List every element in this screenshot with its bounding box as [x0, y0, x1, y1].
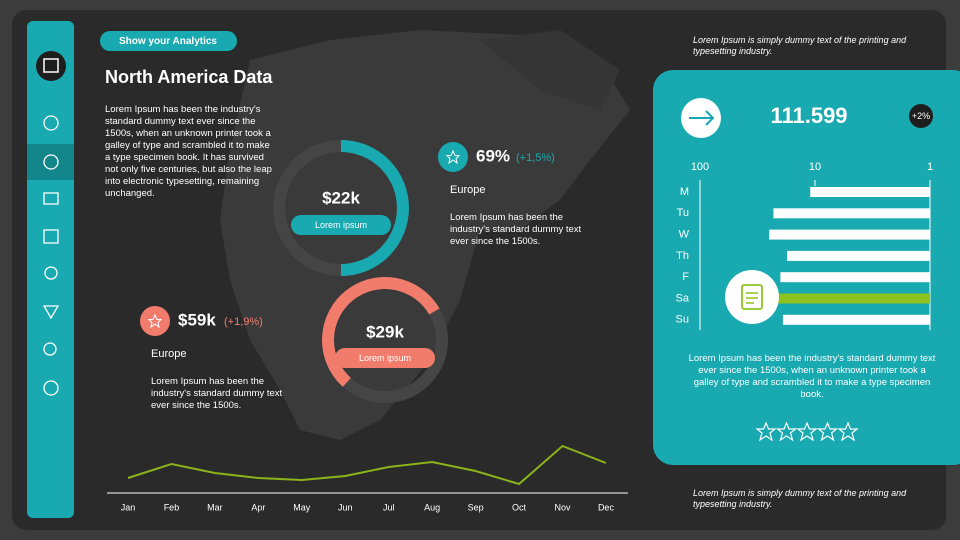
bar [782, 314, 930, 325]
bar [769, 229, 930, 240]
y-tick-label: M [680, 186, 689, 198]
donut-label: $29k [366, 322, 404, 341]
note-glyph [741, 284, 763, 310]
stat-text: Lorem Ipsum has been the industry's stan… [151, 376, 283, 411]
x-tick-label: 10 [809, 161, 821, 173]
donut-arc [340, 140, 409, 276]
stat-value: $59k [178, 310, 216, 329]
x-tick-label: 100 [691, 161, 709, 173]
x-tick-label: 1 [927, 161, 933, 173]
donut-button[interactable] [291, 215, 391, 235]
badge [909, 104, 933, 128]
note-icon [725, 270, 779, 324]
panel-text: Lorem Ipsum has been the industry's stan… [688, 353, 936, 400]
x-tick-label: Jul [383, 502, 395, 512]
intro-text: Lorem Ipsum has been the industry's stan… [105, 104, 272, 199]
donut-arc [322, 277, 440, 387]
line [127, 444, 607, 486]
y-tick-label: Su [676, 314, 689, 326]
tag: Show your Analytics [119, 36, 217, 47]
stat-region: Europe [450, 184, 485, 196]
star-icon [445, 149, 461, 165]
x-tick-label: May [293, 502, 311, 512]
stat-text: Lorem Ipsum has been the industry's stan… [450, 212, 582, 247]
x-tick-label: Mar [207, 502, 223, 512]
y-tick-label: Tu [677, 207, 689, 219]
stat-value: 69% [476, 146, 510, 165]
donut-label: $22k [322, 188, 360, 207]
bar [810, 187, 930, 197]
stars[interactable] [755, 421, 858, 442]
stat-change: (+1,5%) [516, 152, 555, 164]
x-tick-label: Jun [338, 502, 353, 512]
x-tick-label: Oct [512, 502, 527, 512]
donut-button-label: Lorem ipsum [315, 220, 367, 230]
bar [749, 293, 930, 304]
y-tick-label: W [679, 229, 690, 241]
donut-button-label: Lorem ipsum [359, 353, 411, 363]
stat-change: (+1,9%) [224, 316, 263, 328]
star-icon [147, 313, 163, 329]
stat-icon [140, 306, 170, 336]
bar [787, 250, 930, 261]
x-tick-label: Aug [424, 502, 440, 512]
x-tick-label: Dec [598, 502, 615, 512]
x-tick-label: Nov [554, 502, 571, 512]
tag-pill[interactable] [100, 31, 237, 51]
arrow-icon [689, 110, 715, 126]
x-tick-label: Apr [251, 502, 265, 512]
sidebar [27, 21, 74, 518]
map-island [480, 30, 620, 110]
panel-value: 111.599 [770, 103, 847, 128]
note-bottom: Lorem Ipsum is simply dummy text of the … [693, 488, 907, 509]
badge-text: +2% [912, 111, 930, 121]
sidebar-active[interactable] [27, 144, 74, 180]
note-top: Lorem Ipsum is simply dummy text of the … [693, 35, 907, 56]
note-lines [746, 292, 758, 304]
stat-icon [438, 142, 468, 172]
sidebar-logo[interactable] [36, 51, 66, 81]
stat-region: Europe [151, 348, 186, 360]
x-tick-label: Sep [468, 502, 484, 512]
x-tick-label: Jan [121, 502, 136, 512]
x-tick-label: Feb [164, 502, 180, 512]
y-tick-label: Th [676, 250, 689, 262]
y-tick-label: F [682, 271, 689, 283]
icon [43, 58, 59, 73]
bar [773, 208, 930, 219]
donut-button[interactable] [335, 348, 435, 368]
bar [780, 272, 930, 283]
side-panel [653, 70, 960, 465]
y-tick-label: Sa [676, 292, 690, 304]
sidebar-icons[interactable] [42, 115, 60, 396]
title: North America Data [105, 67, 273, 87]
